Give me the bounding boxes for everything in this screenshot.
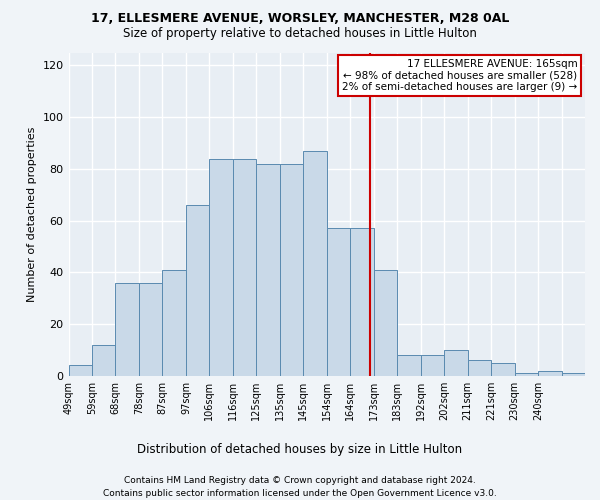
Bar bbox=[139, 282, 163, 376]
Bar bbox=[421, 355, 444, 376]
Text: Distribution of detached houses by size in Little Hulton: Distribution of detached houses by size … bbox=[137, 442, 463, 456]
Bar bbox=[467, 360, 491, 376]
Bar bbox=[233, 158, 256, 376]
Bar bbox=[397, 355, 421, 376]
Bar bbox=[327, 228, 350, 376]
Text: 17 ELLESMERE AVENUE: 165sqm
← 98% of detached houses are smaller (528)
2% of sem: 17 ELLESMERE AVENUE: 165sqm ← 98% of det… bbox=[342, 59, 577, 92]
Bar bbox=[92, 344, 115, 376]
Bar bbox=[163, 270, 186, 376]
Bar bbox=[280, 164, 303, 376]
Bar bbox=[186, 205, 209, 376]
Bar bbox=[303, 151, 327, 376]
Text: Size of property relative to detached houses in Little Hulton: Size of property relative to detached ho… bbox=[123, 28, 477, 40]
Bar bbox=[562, 373, 585, 376]
Bar bbox=[115, 282, 139, 376]
Y-axis label: Number of detached properties: Number of detached properties bbox=[27, 126, 37, 302]
Bar bbox=[538, 370, 562, 376]
Bar bbox=[374, 270, 397, 376]
Text: Contains public sector information licensed under the Open Government Licence v3: Contains public sector information licen… bbox=[103, 489, 497, 498]
Bar bbox=[209, 158, 233, 376]
Bar bbox=[68, 366, 92, 376]
Bar bbox=[515, 373, 538, 376]
Text: Contains HM Land Registry data © Crown copyright and database right 2024.: Contains HM Land Registry data © Crown c… bbox=[124, 476, 476, 485]
Bar bbox=[350, 228, 374, 376]
Bar bbox=[491, 363, 515, 376]
Text: 17, ELLESMERE AVENUE, WORSLEY, MANCHESTER, M28 0AL: 17, ELLESMERE AVENUE, WORSLEY, MANCHESTE… bbox=[91, 12, 509, 26]
Bar bbox=[444, 350, 467, 376]
Bar bbox=[256, 164, 280, 376]
